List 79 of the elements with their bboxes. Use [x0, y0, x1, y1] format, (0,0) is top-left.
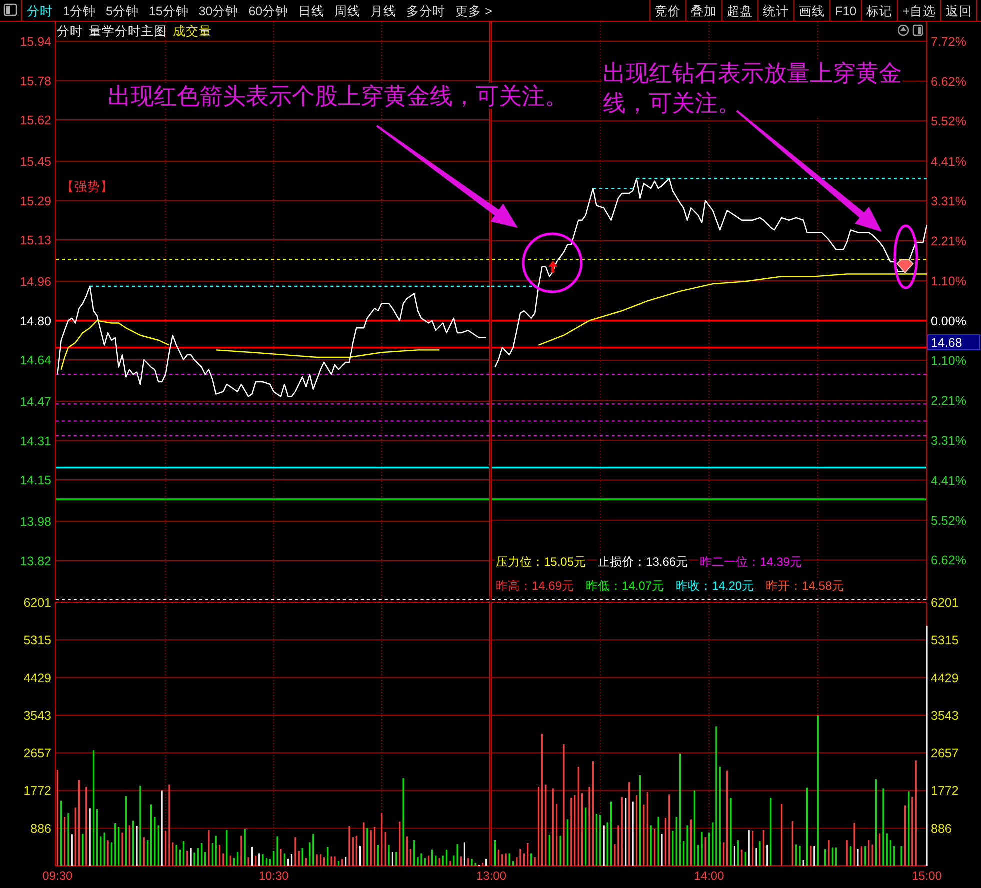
- y-tick-label: 15.94: [20, 35, 52, 50]
- y-tick-label: 14.47: [20, 395, 52, 410]
- chart-subtitle: 量学分时主图: [89, 24, 167, 38]
- y2-tick-label: 1.10%: [931, 354, 966, 368]
- category-label: 多分时: [406, 4, 446, 18]
- y-tick-label: 13.82: [20, 554, 52, 568]
- y-tick-label: 14.96: [20, 275, 52, 290]
- category-label: F10: [835, 4, 857, 18]
- y-tick-label: 15.29: [20, 194, 52, 208]
- category-label: 更多 >: [456, 4, 492, 18]
- category-label: 1分钟: [63, 4, 96, 18]
- y-tick-label: 1772: [24, 784, 52, 798]
- y2-tick-label: 4.41%: [931, 474, 966, 488]
- y2-tick-label: 2.21%: [931, 394, 966, 408]
- y-tick-label: 14.15: [20, 473, 52, 488]
- y2-tick-label: 2.21%: [931, 234, 966, 248]
- y-tick-label: 3543: [24, 708, 52, 723]
- y-tick-label: 15.62: [20, 113, 52, 128]
- category-label: 昨二一位：14.39元: [700, 555, 802, 569]
- y-tick-label: 4429: [931, 671, 959, 686]
- y-tick-label: 2657: [931, 746, 959, 761]
- category-label: 日线: [298, 4, 325, 18]
- category-label: 止损价：13.66元: [598, 555, 688, 569]
- category-label: 分时: [27, 4, 53, 18]
- y-tick-label: 886: [931, 822, 952, 836]
- x-tick-label: 09:30: [42, 869, 73, 883]
- category-label: 昨高：14.69元: [496, 579, 574, 593]
- y2-tick-label: 1.10%: [931, 274, 966, 288]
- category-label: 返回: [946, 4, 972, 18]
- y2-tick-label: 0.00%: [931, 314, 966, 328]
- category-label: 60分钟: [248, 4, 289, 18]
- y2-tick-label: 3.31%: [931, 434, 966, 448]
- y-tick-label: 14.80: [20, 314, 52, 328]
- y-tick-label: 1772: [931, 784, 959, 798]
- y-tick-label: 13.98: [20, 515, 52, 530]
- y-tick-label: 4429: [24, 671, 52, 686]
- y-tick-label: 15.78: [20, 74, 52, 88]
- y2-tick-label: 6.62%: [931, 554, 966, 568]
- y-tick-label: 15.45: [20, 155, 52, 170]
- category-label: 30分钟: [198, 4, 239, 18]
- y2-tick-label: 6.62%: [931, 74, 966, 89]
- y-tick-label: 886: [30, 822, 52, 836]
- category-label: 标记: [866, 4, 893, 18]
- line-series: [57, 286, 487, 398]
- category-label: 叠加: [691, 4, 718, 18]
- category-label: 昨收：14.20元: [676, 579, 754, 593]
- category-label: +自选: [902, 4, 936, 18]
- y-tick-label: 15.13: [20, 233, 52, 248]
- x-tick-label: 10:30: [258, 869, 290, 883]
- category-label: 昨低：14.07元: [586, 579, 664, 593]
- annotation: 【强势】: [62, 180, 114, 194]
- y2-tick-label: 5.52%: [931, 114, 966, 129]
- y-tick-label: 6201: [24, 596, 52, 610]
- chart-title: 分时: [57, 24, 83, 38]
- chart-title: 成交量: [173, 24, 212, 38]
- category-label: 超盘: [727, 4, 754, 18]
- y2-tick-label: 7.72%: [931, 35, 966, 50]
- text: 14.68: [931, 336, 962, 350]
- y-tick-label: 3543: [931, 708, 959, 723]
- category-label: 周线: [334, 4, 361, 18]
- y-tick-label: 14.64: [20, 353, 52, 368]
- category-label: 画线: [799, 4, 826, 18]
- y-tick-label: 6201: [931, 596, 959, 610]
- annotation: 出现红色箭头表示个股上穿黄金线，可关注。: [108, 83, 568, 109]
- category-label: 压力位：15.05元: [496, 555, 586, 569]
- y-tick-label: 5315: [24, 634, 52, 648]
- category-label: 5分钟: [106, 4, 139, 18]
- y-tick-label: 14.31: [20, 434, 52, 448]
- category-label: 统计: [763, 4, 790, 18]
- annotation: 出现红钻石表示放量上穿黄金线，可关注。: [603, 60, 902, 116]
- y2-tick-label: 3.31%: [931, 194, 966, 209]
- category-label: 月线: [370, 4, 397, 18]
- category-label: 竞价: [655, 4, 682, 18]
- y2-tick-label: 5.52%: [931, 514, 966, 528]
- y-tick-label: 2657: [24, 746, 52, 761]
- category-label: 昨开：14.58元: [766, 579, 844, 593]
- y2-tick-label: 4.41%: [931, 154, 966, 169]
- y-tick-label: 5315: [931, 634, 959, 648]
- category-label: 15分钟: [148, 4, 189, 18]
